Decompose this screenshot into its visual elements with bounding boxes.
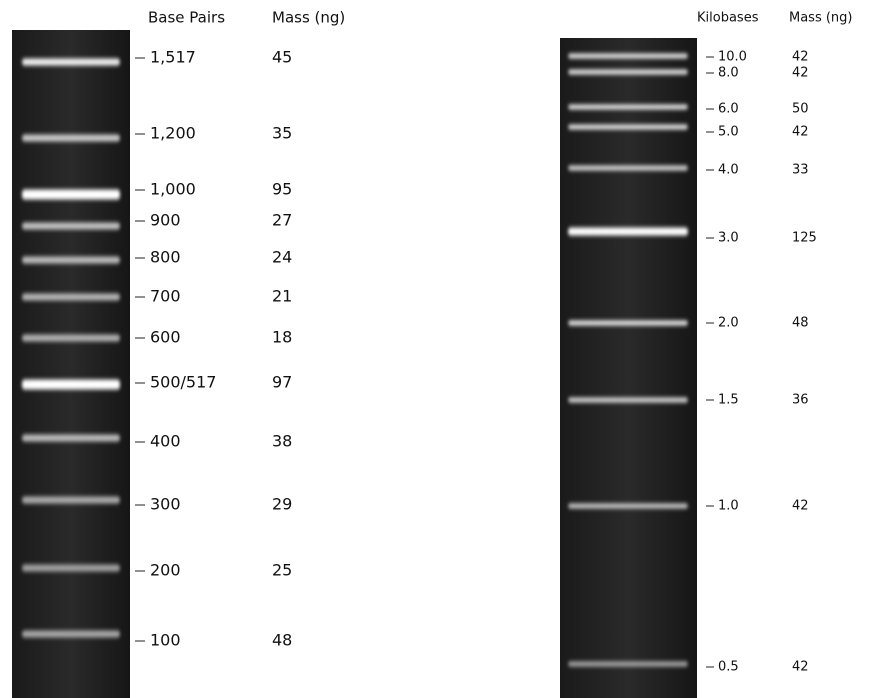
band-label: 1,000 <box>150 180 196 199</box>
band-label: 1,200 <box>150 124 196 143</box>
band-mass: 42 <box>792 66 809 81</box>
band <box>22 135 120 142</box>
band-mass: 42 <box>792 50 809 65</box>
band-label: 6.0 <box>718 102 739 117</box>
band-label: 400 <box>150 432 181 451</box>
band-mass: 95 <box>272 180 292 199</box>
band <box>568 125 688 130</box>
band <box>22 335 120 342</box>
band <box>22 631 120 638</box>
gel-lane <box>560 38 697 698</box>
page: {"left_ladder": {"header_label": "Base P… <box>0 0 879 698</box>
band-mass: 33 <box>792 163 809 178</box>
band <box>22 223 120 230</box>
band-label: 900 <box>150 211 181 230</box>
band-mass: 42 <box>792 660 809 675</box>
band-label: 700 <box>150 287 181 306</box>
band-label: 10.0 <box>718 50 747 65</box>
band-mass: 35 <box>272 124 292 143</box>
band-mass: 42 <box>792 499 809 514</box>
band-label: 1.0 <box>718 499 739 514</box>
band-label: 5.0 <box>718 125 739 140</box>
band-mass: 29 <box>272 495 292 514</box>
band-mass: 36 <box>792 393 809 408</box>
band-mass: 38 <box>272 432 292 451</box>
band-label: 0.5 <box>718 660 739 675</box>
band-mass: 50 <box>792 102 809 117</box>
band <box>568 54 688 59</box>
band <box>22 59 120 66</box>
band-label: 4.0 <box>718 163 739 178</box>
band <box>22 380 120 390</box>
band-label: 2.0 <box>718 316 739 331</box>
band <box>568 70 688 75</box>
band-mass: 18 <box>272 328 292 347</box>
band-mass: 24 <box>272 248 292 267</box>
band <box>568 662 688 667</box>
band <box>22 565 120 572</box>
header: Mass (ng) <box>272 9 345 27</box>
band-label: 200 <box>150 561 181 580</box>
band <box>22 294 120 301</box>
band <box>568 228 688 236</box>
band-label: 1.5 <box>718 393 739 408</box>
band-label: 100 <box>150 631 181 650</box>
gel-lane <box>12 30 130 698</box>
band <box>22 497 120 504</box>
band-mass: 25 <box>272 561 292 580</box>
band-mass: 125 <box>792 231 817 246</box>
band-label: 800 <box>150 248 181 267</box>
band <box>568 398 688 403</box>
band-mass: 45 <box>272 48 292 67</box>
band-mass: 21 <box>272 287 292 306</box>
header: Kilobases <box>697 11 759 26</box>
band-mass: 48 <box>792 316 809 331</box>
band-mass: 97 <box>272 373 292 392</box>
band-mass: 48 <box>272 631 292 650</box>
band <box>22 190 120 200</box>
band-label: 8.0 <box>718 66 739 81</box>
band <box>22 257 120 264</box>
band-label: 300 <box>150 495 181 514</box>
band <box>22 435 120 442</box>
header: Mass (ng) <box>789 11 853 26</box>
band <box>568 166 688 171</box>
header: Base Pairs <box>148 9 225 27</box>
band-label: 3.0 <box>718 231 739 246</box>
figure: Base Pairs Mass (ng) Kilobases Mass (ng)… <box>0 0 879 698</box>
band-mass: 42 <box>792 125 809 140</box>
band-mass: 27 <box>272 211 292 230</box>
band-label: 500/517 <box>150 373 216 392</box>
band-label: 1,517 <box>150 48 196 67</box>
band <box>568 504 688 509</box>
band <box>568 105 688 110</box>
band <box>568 321 688 326</box>
band-label: 600 <box>150 328 181 347</box>
